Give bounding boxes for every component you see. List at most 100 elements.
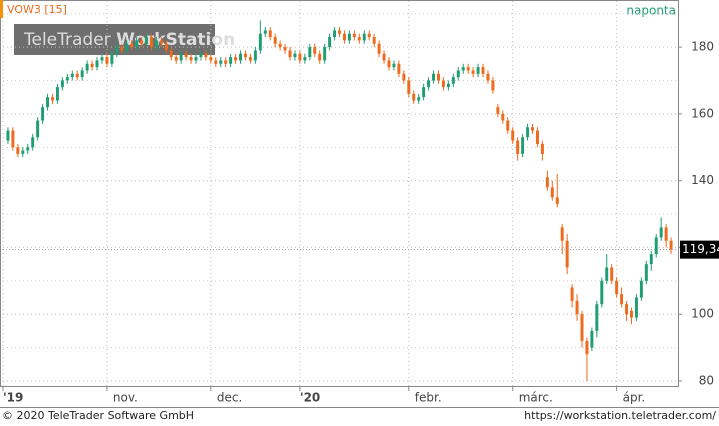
candle <box>441 77 445 91</box>
candle-body <box>387 60 391 68</box>
candle-body <box>130 43 134 48</box>
candle <box>283 43 287 54</box>
candle <box>521 133 525 158</box>
candle <box>605 254 609 285</box>
y-tick-label: 80 <box>699 373 714 387</box>
candle-body <box>629 310 633 318</box>
candle-body <box>590 330 594 348</box>
candle-body <box>432 73 436 81</box>
candle-body <box>120 47 124 51</box>
candle <box>70 70 74 81</box>
candle <box>154 37 158 51</box>
candle <box>461 63 465 74</box>
candle <box>501 110 505 124</box>
candle-body <box>560 227 564 241</box>
candle-body <box>338 30 341 34</box>
candle <box>105 53 109 68</box>
candle <box>535 127 539 148</box>
candle <box>570 284 574 308</box>
candle-body <box>46 97 50 108</box>
candle <box>169 47 173 61</box>
candle-body <box>481 67 485 74</box>
candle <box>352 30 356 41</box>
candle <box>21 147 25 158</box>
candle-body <box>16 147 20 154</box>
candle-body <box>149 37 153 48</box>
candle-body <box>535 130 539 144</box>
candle <box>174 53 178 64</box>
candle-body <box>422 87 426 98</box>
candle-body <box>451 77 455 84</box>
candle <box>595 300 599 338</box>
candle <box>130 40 134 51</box>
candle-body <box>303 57 307 61</box>
candle <box>140 37 144 48</box>
watermark: TeleTrader WorkStation <box>23 30 235 50</box>
candle <box>476 63 480 78</box>
candle-body <box>60 80 64 88</box>
candle-body <box>115 47 119 54</box>
candle <box>436 70 440 84</box>
candle-body <box>194 57 198 61</box>
candle-body <box>80 70 84 78</box>
candle <box>585 337 589 381</box>
candle-body <box>179 53 183 61</box>
candle <box>179 50 183 64</box>
candle-body <box>288 50 292 58</box>
candle <box>481 63 485 78</box>
candle <box>654 234 658 258</box>
candle <box>248 53 252 64</box>
candle <box>214 57 218 68</box>
candle <box>629 307 633 325</box>
candle <box>580 310 584 348</box>
candle <box>377 40 381 58</box>
url[interactable]: https://workstation.teletrader.com/ <box>524 409 716 422</box>
candle-body <box>65 77 69 81</box>
candle <box>644 260 648 285</box>
candle <box>204 50 208 61</box>
candle-body <box>273 37 277 44</box>
y-tick-label: 100 <box>691 307 714 321</box>
candle <box>615 277 619 298</box>
candle-body <box>189 57 193 61</box>
candle-body <box>159 40 163 44</box>
watermark-box <box>14 24 215 55</box>
candle <box>427 77 431 91</box>
candle <box>46 93 50 111</box>
candle <box>293 50 297 61</box>
candle <box>338 27 341 38</box>
candle <box>664 224 668 248</box>
symbol: VOW3 [15] <box>7 3 67 16</box>
candle-body <box>654 237 658 255</box>
candle <box>328 33 332 51</box>
copyright: © 2020 TeleTrader Software GmbH <box>2 409 194 422</box>
candle <box>347 30 351 44</box>
y-tick-label: 180 <box>691 40 714 54</box>
candle-body <box>323 47 327 61</box>
candle-body <box>357 37 361 41</box>
candle-body <box>501 113 505 121</box>
candle-body <box>229 57 233 64</box>
candle <box>387 57 391 71</box>
candle-body <box>659 227 663 238</box>
candle-body <box>496 107 500 114</box>
candle <box>575 294 579 321</box>
candle-body <box>278 43 282 48</box>
candle-body <box>639 280 643 298</box>
candle-body <box>565 240 569 268</box>
candle-body <box>85 63 89 71</box>
candle <box>308 43 312 61</box>
candle <box>263 27 267 38</box>
candle-body <box>600 280 604 305</box>
candle <box>31 133 35 151</box>
candle <box>362 30 366 44</box>
candle <box>36 117 40 141</box>
candle <box>258 20 262 54</box>
x-tick-label: febr. <box>415 391 442 405</box>
candle-body <box>209 57 213 61</box>
candle-body <box>184 53 188 58</box>
candle-body <box>664 227 668 241</box>
candle-body <box>174 57 178 61</box>
candle <box>26 143 30 154</box>
